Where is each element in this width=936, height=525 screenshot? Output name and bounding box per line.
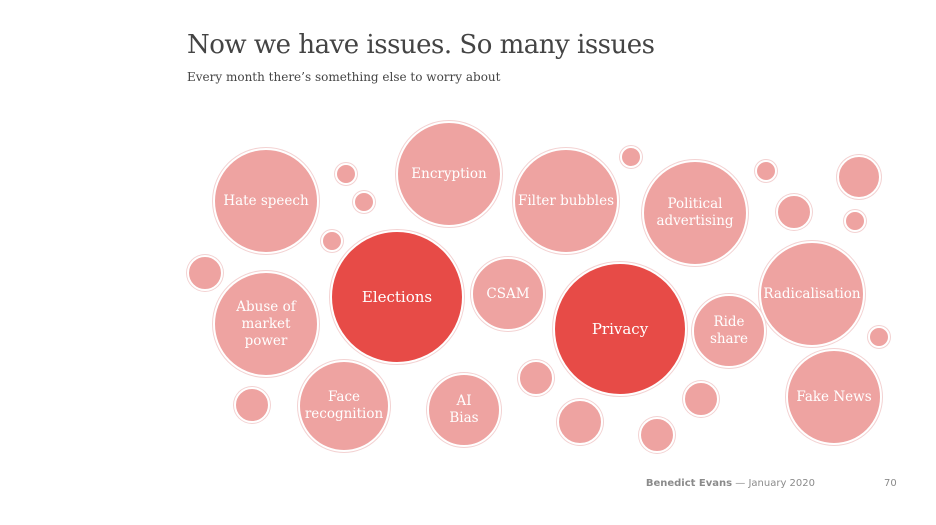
page-number: 70 [884, 478, 897, 489]
issue-label: Political advertising [656, 196, 734, 229]
slide-subtitle: Every month there’s something else to wo… [187, 70, 501, 84]
issue-label: Abuse of market power [236, 298, 296, 349]
issue-label: Encryption [411, 165, 487, 182]
issue-bubble-ride-share: Ride share [692, 294, 766, 368]
issue-bubble-fake-news: Fake News [786, 349, 882, 445]
issue-bubble-radicalisation: Radicalisation [759, 241, 865, 347]
issue-bubble-face-recognition: Face recognition [298, 360, 390, 452]
issue-bubble-encryption: Encryption [396, 121, 502, 227]
decorative-dot-bubble [557, 399, 603, 445]
issue-bubble-csam: CSAM [471, 257, 545, 331]
issue-label: AI Bias [449, 393, 479, 426]
issue-bubble-elections: Elections [330, 230, 464, 364]
issue-label: CSAM [486, 285, 530, 302]
decorative-dot-bubble [234, 387, 270, 423]
issue-label: Ride share [709, 314, 749, 347]
decorative-dot-bubble [844, 210, 866, 232]
decorative-dot-bubble [620, 146, 642, 168]
issue-label: Filter bubbles [517, 192, 615, 209]
issue-label: Radicalisation [763, 285, 861, 302]
decorative-dot-bubble [683, 381, 719, 417]
issue-label: Elections [361, 287, 433, 306]
footer-credit: Benedict Evans — January 2020 [646, 478, 815, 489]
decorative-dot-bubble [639, 417, 675, 453]
issue-label: Fake News [796, 388, 872, 405]
issue-bubble-filter-bubbles: Filter bubbles [513, 148, 619, 254]
footer-author: Benedict Evans [645, 478, 733, 489]
issue-label: Privacy [591, 319, 649, 338]
issue-bubble-ai-bias: AI Bias [427, 373, 501, 447]
issue-label: Hate speech [223, 192, 309, 209]
issue-bubble-hate-speech: Hate speech [213, 148, 319, 254]
decorative-dot-bubble [518, 360, 554, 396]
issue-bubble-privacy: Privacy [553, 262, 687, 396]
decorative-dot-bubble [187, 255, 223, 291]
slide-title: Now we have issues. So many issues [187, 30, 655, 60]
footer-date: — January 2020 [735, 478, 815, 489]
decorative-dot-bubble [837, 155, 881, 199]
decorative-dot-bubble [353, 191, 375, 213]
issue-bubble-political-advertising: Political advertising [642, 160, 748, 266]
decorative-dot-bubble [321, 230, 343, 252]
decorative-dot-bubble [755, 160, 777, 182]
issue-bubble-abuse-of-market-power: Abuse of market power [213, 271, 319, 377]
decorative-dot-bubble [335, 163, 357, 185]
decorative-dot-bubble [868, 326, 890, 348]
issue-label: Face recognition [304, 389, 384, 422]
decorative-dot-bubble [776, 194, 812, 230]
